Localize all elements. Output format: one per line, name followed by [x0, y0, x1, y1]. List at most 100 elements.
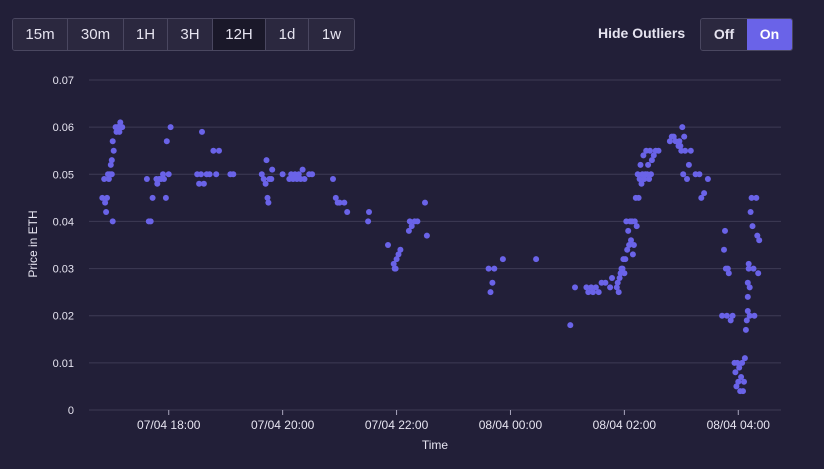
- data-point: [405, 227, 412, 234]
- data-point: [585, 289, 592, 296]
- data-point: [751, 312, 758, 319]
- data-point: [732, 369, 739, 376]
- data-point: [206, 171, 213, 178]
- outliers-on-button[interactable]: On: [747, 19, 792, 50]
- x-tick-label: 07/04 22:00: [365, 418, 429, 432]
- x-axis-label: Time: [422, 438, 449, 452]
- data-point: [743, 317, 750, 324]
- x-axis: 07/04 18:00 07/04 20:00 07/04 22:00 08/04 0…: [137, 410, 770, 432]
- y-axis-label: Price in ETH: [26, 210, 40, 277]
- data-point: [721, 246, 727, 253]
- data-point: [734, 359, 741, 366]
- data-point: [719, 312, 726, 319]
- data-point: [301, 176, 308, 182]
- data-point: [735, 378, 742, 385]
- data-point: [745, 265, 752, 272]
- data-point: [583, 284, 590, 291]
- outliers-off-button[interactable]: Off: [701, 19, 747, 50]
- grid: [89, 79, 781, 411]
- data-point: [754, 232, 761, 239]
- data-point: [745, 260, 752, 267]
- data-point: [641, 176, 648, 182]
- data-point: [160, 171, 166, 178]
- data-point: [119, 124, 126, 131]
- data-point: [638, 180, 645, 187]
- data-point: [698, 194, 705, 201]
- data-point: [744, 308, 751, 314]
- data-point: [619, 265, 626, 272]
- data-point: [633, 223, 640, 230]
- data-point: [629, 251, 636, 258]
- data-point: [262, 180, 269, 187]
- data-point: [336, 199, 343, 206]
- range-button-3h[interactable]: 3H: [168, 19, 213, 50]
- data-point: [279, 171, 286, 178]
- data-point: [117, 119, 124, 126]
- data-point: [666, 138, 673, 145]
- data-point: [161, 176, 167, 182]
- data-point: [595, 289, 602, 296]
- data-point: [607, 284, 614, 291]
- y-axis: 0 0.01 0.02 0.03 0.04 0.05 0.06 0.07: [53, 75, 74, 417]
- y-tick-label: 0.07: [53, 75, 74, 87]
- data-point: [149, 194, 156, 201]
- hide-outliers-label: Hide Outliers: [598, 25, 686, 41]
- range-button-1h[interactable]: 1H: [124, 19, 168, 50]
- data-point: [733, 383, 740, 390]
- data-point: [154, 180, 161, 187]
- data-point: [616, 275, 623, 281]
- data-point: [740, 388, 746, 395]
- data-point: [637, 161, 644, 168]
- data-point: [395, 251, 402, 258]
- data-point: [499, 256, 506, 263]
- data-point: [167, 124, 174, 131]
- data-point: [99, 194, 106, 201]
- data-point: [701, 190, 708, 197]
- data-point: [422, 199, 428, 206]
- y-tick-label: 0: [68, 405, 74, 417]
- range-button-30m[interactable]: 30m: [68, 19, 124, 50]
- range-button-12h[interactable]: 12H: [213, 19, 266, 50]
- data-point: [640, 152, 647, 159]
- x-tick-label: 08/04 00:00: [479, 418, 543, 432]
- data-point: [163, 138, 170, 145]
- data-point: [677, 143, 684, 149]
- data-point: [626, 242, 633, 248]
- data-point: [729, 312, 736, 319]
- data-point: [200, 180, 207, 187]
- data-point: [108, 157, 115, 164]
- data-point: [109, 138, 116, 145]
- range-button-1w[interactable]: 1w: [309, 19, 354, 50]
- data-point: [397, 246, 404, 253]
- y-tick-label: 0.01: [53, 358, 74, 370]
- data-point: [647, 147, 653, 154]
- data-point: [750, 265, 757, 272]
- data-point: [365, 218, 372, 225]
- data-point: [756, 237, 763, 244]
- time-range-selector: 15m 30m 1H 3H 12H 1d 1w: [12, 18, 355, 51]
- data-point: [746, 284, 753, 291]
- range-button-15m[interactable]: 15m: [13, 19, 68, 50]
- data-point: [199, 128, 205, 135]
- data-point: [746, 312, 753, 319]
- data-point: [104, 194, 110, 201]
- data-point: [679, 124, 686, 131]
- data-point: [592, 284, 599, 291]
- data-point: [747, 209, 754, 215]
- data-point: [685, 161, 692, 168]
- y-tick-label: 0.03: [53, 264, 74, 276]
- data-point: [108, 171, 115, 178]
- range-button-1d[interactable]: 1d: [266, 19, 309, 50]
- data-point: [107, 161, 114, 168]
- data-point: [116, 128, 123, 135]
- data-point: [622, 256, 629, 263]
- data-point: [635, 194, 642, 201]
- data-point: [268, 176, 275, 182]
- data-point: [165, 171, 172, 178]
- data-point: [366, 209, 372, 215]
- data-point: [385, 242, 391, 248]
- data-point: [147, 218, 154, 225]
- data-point: [263, 157, 270, 164]
- data-point: [393, 256, 400, 263]
- data-point: [680, 171, 687, 178]
